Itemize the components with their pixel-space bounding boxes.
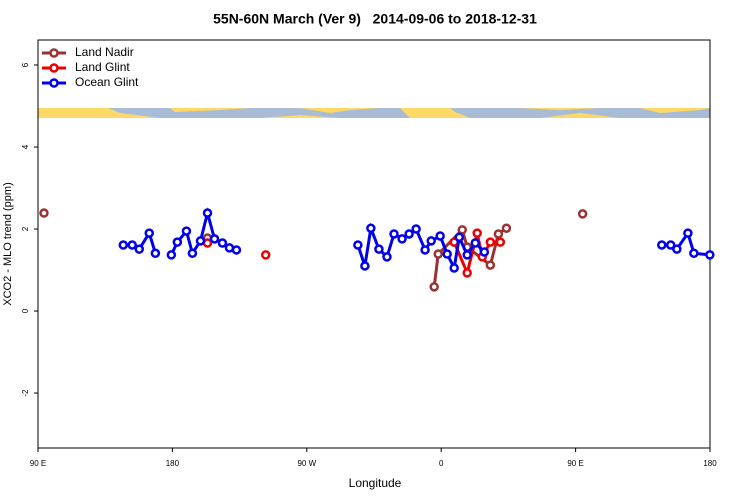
point <box>209 234 220 244</box>
point <box>353 240 363 250</box>
point <box>360 261 370 271</box>
legend-label: Land Nadir <box>75 45 134 59</box>
legend-label: Land Glint <box>75 60 130 74</box>
point <box>134 244 144 254</box>
y-tick-label: 2 <box>21 226 30 231</box>
point <box>397 234 407 244</box>
point <box>472 228 482 238</box>
point <box>389 229 399 239</box>
point <box>657 240 667 250</box>
point <box>144 228 155 238</box>
x-tick-label: 90 W <box>297 459 316 468</box>
point <box>166 250 177 260</box>
point <box>118 240 129 250</box>
point <box>374 244 384 254</box>
chart-title: 55N-60N March (Ver 9) 2014-09-06 to 2018… <box>213 11 537 27</box>
point <box>449 263 459 273</box>
y-tick-label: -2 <box>21 389 30 397</box>
x-tick-label: 0 <box>439 459 444 468</box>
point <box>231 245 242 255</box>
y-tick-label: 4 <box>21 144 30 149</box>
point <box>404 229 414 239</box>
point <box>493 229 504 239</box>
point <box>485 260 496 270</box>
point <box>457 225 468 235</box>
point <box>217 238 228 248</box>
point <box>187 248 198 258</box>
point <box>433 249 443 259</box>
point <box>442 249 452 259</box>
point <box>150 248 161 258</box>
point <box>683 228 693 238</box>
point <box>426 236 436 246</box>
point <box>705 250 715 260</box>
point <box>195 236 206 246</box>
x-tick-label: 180 <box>703 459 717 468</box>
point <box>429 282 439 292</box>
x-axis-label: Longitude <box>349 476 402 490</box>
point <box>172 237 183 247</box>
point <box>462 250 472 260</box>
plot-frame <box>37 39 711 449</box>
point <box>577 209 588 219</box>
point <box>420 245 430 255</box>
point <box>501 223 512 233</box>
point <box>202 208 213 218</box>
point <box>382 252 392 262</box>
y-tick-label: 6 <box>21 62 30 67</box>
point <box>462 268 472 278</box>
point <box>260 250 271 260</box>
x-tick-label: 90 E <box>567 459 583 468</box>
point <box>495 237 506 247</box>
point <box>435 231 445 241</box>
point <box>479 247 490 257</box>
point <box>39 208 49 218</box>
legend-marker <box>49 48 59 58</box>
point <box>366 223 376 233</box>
point <box>127 240 137 250</box>
point <box>181 226 192 236</box>
legend-label: Ocean Glint <box>75 75 139 89</box>
x-tick-label: 180 <box>166 459 180 468</box>
point <box>470 238 480 248</box>
point <box>672 244 682 254</box>
point <box>485 237 496 247</box>
x-tick-label: 90 E <box>30 459 46 468</box>
y-axis-label: XCO2 - MLO trend (ppm) <box>2 182 14 305</box>
legend-marker <box>49 63 59 73</box>
point <box>665 240 676 250</box>
legend-marker <box>49 78 59 88</box>
point <box>411 224 421 234</box>
y-tick-label: 0 <box>21 308 30 313</box>
point <box>689 248 699 258</box>
map-strip <box>38 108 710 118</box>
point <box>454 232 465 242</box>
